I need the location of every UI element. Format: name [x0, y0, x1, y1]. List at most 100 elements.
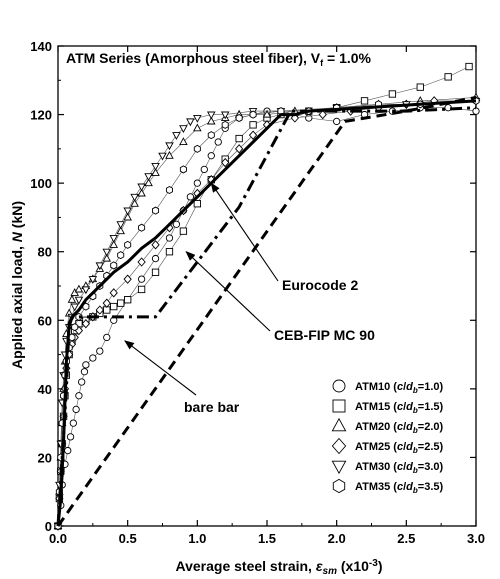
- data-point: [172, 220, 181, 228]
- data-point: [179, 137, 188, 146]
- data-point: [388, 90, 397, 98]
- series-line: [57, 97, 477, 527]
- data-point: [193, 144, 201, 153]
- model-line-dashdot: [56, 106, 477, 527]
- data-point: [465, 62, 473, 71]
- data-point: [206, 116, 216, 125]
- data-point: [130, 193, 139, 202]
- x-tick-label: 2.0: [328, 531, 346, 546]
- data-point: [102, 248, 112, 257]
- data-point: [144, 173, 153, 182]
- data-point: [262, 109, 272, 118]
- data-point: [165, 234, 174, 242]
- data-point: [78, 378, 86, 386]
- legend-label: ATM25 (c/db=2.5): [355, 441, 443, 455]
- data-point: [70, 303, 80, 312]
- data-point: [235, 144, 244, 154]
- y-tick-labels: 0 20 40 60 80 100 120 140: [30, 39, 52, 534]
- data-point: [110, 302, 118, 311]
- data-point: [151, 268, 160, 276]
- data-point: [74, 296, 84, 305]
- x-axis-title: Average steel strain, εsm (x10-3): [176, 558, 383, 577]
- annotation-label: bare bar: [184, 399, 240, 415]
- data-point: [67, 294, 77, 303]
- data-point: [109, 234, 119, 243]
- data-point: [71, 323, 79, 332]
- data-point: [137, 183, 146, 192]
- series-line: [57, 100, 477, 527]
- x-tick-label: 3.0: [467, 531, 485, 546]
- data-point: [80, 368, 89, 376]
- data-point: [88, 276, 98, 284]
- x-tick-labels: 0.0 0.5 1.0 1.5 2.0 2.5 3.0: [49, 531, 485, 546]
- data-point: [186, 118, 195, 127]
- data-point: [172, 132, 181, 140]
- data-point: [152, 206, 160, 215]
- data-point: [318, 109, 327, 120]
- legend-label: ATM15 (c/db=1.5): [355, 401, 443, 415]
- data-point: [75, 392, 83, 400]
- legend-marker: [331, 437, 347, 455]
- y-tick-label: 100: [30, 176, 52, 191]
- annotation-label: Eurocode 2: [282, 277, 358, 293]
- model-line-dashed: [56, 95, 477, 527]
- legend-entry: ATM10 (c/db=1.0): [332, 379, 443, 395]
- model-line-solid: [56, 99, 477, 527]
- data-point: [248, 130, 258, 140]
- data-point: [124, 296, 132, 304]
- annotation-arrow: [210, 182, 279, 282]
- data-point: [165, 248, 174, 256]
- x-tick-label: 1.0: [188, 531, 206, 546]
- data-point: [123, 212, 132, 221]
- legend-marker: [331, 460, 347, 475]
- legend-label: ATM20 (c/db=2.0): [355, 421, 443, 435]
- annotations: Eurocode 2 CEB-FIP MC 90 bare bar: [124, 182, 375, 415]
- legend-marker: [331, 417, 347, 432]
- data-point: [117, 299, 125, 307]
- data-point: [179, 165, 187, 174]
- data-point: [249, 121, 257, 129]
- data-point: [130, 198, 139, 207]
- data-point: [69, 419, 77, 427]
- data-point: [116, 221, 125, 230]
- data-point: [144, 178, 153, 187]
- data-point: [137, 275, 146, 283]
- legend-marker: [332, 379, 346, 393]
- data-point: [165, 142, 174, 151]
- data-point: [109, 288, 118, 298]
- data-point: [333, 117, 341, 126]
- data-point: [74, 284, 84, 293]
- data-point: [179, 227, 188, 235]
- data-point: [214, 138, 222, 146]
- data-point: [95, 305, 104, 315]
- data-point: [193, 179, 201, 187]
- x-tick-label: 2.5: [397, 531, 415, 546]
- annotation-arrow: [185, 251, 271, 332]
- data-point: [103, 333, 111, 342]
- legend: ATM10 (c/db=1.0) ATM15 (c/db=1.5) ATM20 (c…: [331, 379, 443, 495]
- data-point: [221, 157, 230, 168]
- data-point: [72, 405, 80, 414]
- data-point: [123, 207, 132, 216]
- data-point: [360, 97, 369, 105]
- legend-entry: ATM15 (c/db=1.5): [332, 399, 443, 415]
- data-point: [102, 253, 112, 262]
- data-point: [151, 168, 160, 176]
- chart-title: ATM Series (Amorphous steel fiber), Vf =…: [66, 50, 372, 68]
- data-point: [138, 223, 146, 232]
- data-point: [151, 162, 160, 171]
- data-point: [200, 165, 208, 174]
- data-point: [81, 286, 91, 295]
- series-line: [57, 66, 470, 527]
- x-tick-label: 1.5: [258, 531, 276, 546]
- data-point: [444, 73, 452, 81]
- series-line: [57, 107, 477, 527]
- data-point: [416, 83, 424, 91]
- y-tick-label: 120: [30, 108, 52, 123]
- y-tick-label: 0: [45, 519, 52, 534]
- legend-marker: [332, 478, 346, 494]
- model-lines: [56, 95, 477, 527]
- data-point: [207, 152, 215, 160]
- y-tick-label: 40: [38, 382, 52, 397]
